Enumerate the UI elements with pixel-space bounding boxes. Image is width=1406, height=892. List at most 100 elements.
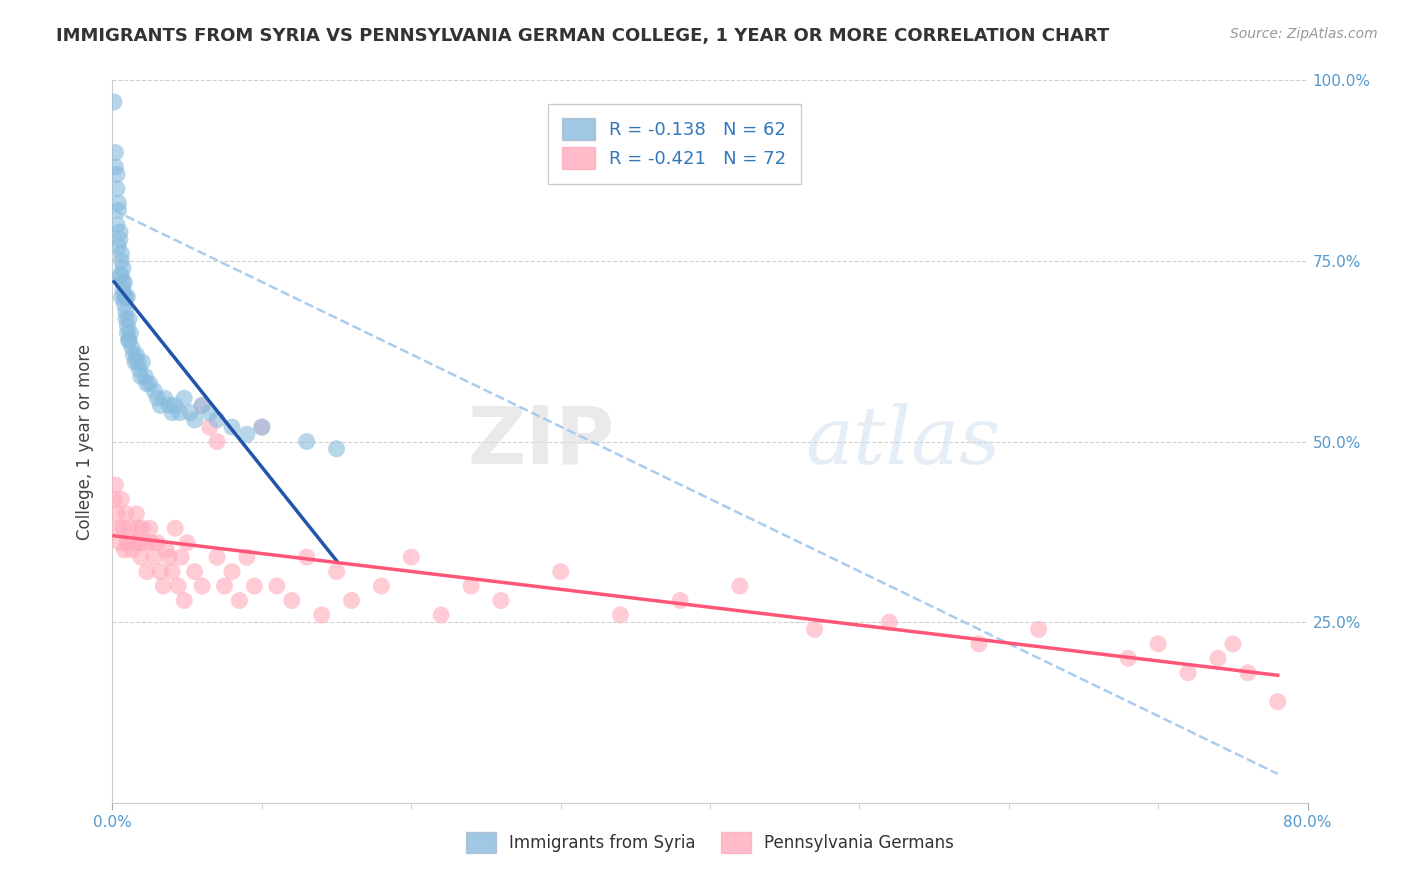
Point (191, 579, 214, 593)
Point (173, 593, 195, 607)
Point (129, 550, 152, 565)
Point (111, 521, 134, 535)
Point (117, 318, 139, 333)
Point (228, 593, 250, 607)
Point (114, 290, 135, 304)
Point (967, 637, 990, 651)
Point (121, 341, 143, 355)
Point (157, 550, 180, 565)
Point (149, 565, 172, 579)
Point (104, 478, 127, 492)
Point (108, 268, 131, 283)
Point (165, 398, 187, 412)
Point (118, 334, 141, 348)
Point (143, 550, 166, 565)
Text: ZIP: ZIP (467, 402, 614, 481)
Point (103, 492, 125, 507)
Point (295, 550, 318, 565)
Point (149, 398, 172, 412)
Point (115, 507, 138, 521)
Point (146, 535, 169, 549)
Point (125, 507, 148, 521)
Point (311, 607, 333, 622)
Point (550, 565, 572, 579)
Point (121, 542, 143, 557)
Point (221, 565, 243, 579)
Point (118, 311, 141, 326)
Point (401, 550, 423, 565)
Point (117, 290, 139, 304)
Point (120, 326, 142, 340)
Point (110, 492, 132, 507)
Point (728, 579, 751, 593)
Point (205, 434, 228, 449)
Point (295, 434, 318, 449)
Point (129, 369, 152, 384)
Point (104, 160, 127, 174)
Point (141, 535, 163, 549)
Point (128, 362, 150, 376)
Point (1222, 637, 1244, 651)
Point (205, 550, 228, 565)
Point (489, 593, 512, 607)
Point (236, 550, 259, 565)
Point (115, 311, 138, 326)
Point (120, 521, 142, 535)
Point (179, 406, 201, 420)
Point (169, 406, 191, 420)
Point (191, 398, 214, 412)
Point (139, 521, 162, 535)
Point (128, 535, 150, 549)
Point (236, 427, 259, 442)
Point (110, 268, 132, 283)
Point (191, 398, 214, 412)
Point (1267, 695, 1289, 709)
Point (122, 348, 145, 362)
Point (1028, 623, 1050, 637)
Point (155, 542, 177, 557)
Point (105, 507, 128, 521)
Point (183, 565, 205, 579)
Point (103, 95, 125, 109)
Point (139, 376, 162, 391)
Point (205, 413, 228, 427)
Point (176, 535, 198, 549)
Point (460, 579, 482, 593)
Point (135, 376, 157, 391)
Point (167, 579, 190, 593)
Point (125, 348, 148, 362)
Point (340, 593, 363, 607)
Point (105, 182, 128, 196)
Point (115, 290, 138, 304)
Point (104, 145, 127, 160)
Text: Source: ZipAtlas.com: Source: ZipAtlas.com (1230, 27, 1378, 41)
Point (107, 521, 129, 535)
Text: IMMIGRANTS FROM SYRIA VS PENNSYLVANIA GERMAN COLLEGE, 1 YEAR OR MORE CORRELATION: IMMIGRANTS FROM SYRIA VS PENNSYLVANIA GE… (56, 27, 1109, 45)
Point (198, 420, 221, 434)
Point (124, 535, 146, 549)
Point (1147, 637, 1170, 651)
Point (153, 391, 176, 405)
Point (281, 593, 304, 607)
Point (198, 406, 221, 420)
Point (110, 246, 132, 260)
Point (250, 420, 273, 434)
Point (243, 579, 266, 593)
Point (669, 593, 692, 607)
Point (111, 276, 134, 290)
Point (107, 239, 129, 253)
Point (183, 413, 205, 427)
Y-axis label: College, 1 year or more: College, 1 year or more (76, 343, 94, 540)
Point (214, 579, 236, 593)
Point (114, 276, 135, 290)
Point (152, 579, 174, 593)
Point (325, 565, 347, 579)
Point (110, 253, 132, 268)
Point (146, 391, 169, 405)
Point (1237, 665, 1260, 680)
Point (1177, 665, 1199, 680)
Point (114, 297, 135, 311)
Point (131, 355, 153, 369)
Point (108, 225, 131, 239)
Point (165, 521, 187, 535)
